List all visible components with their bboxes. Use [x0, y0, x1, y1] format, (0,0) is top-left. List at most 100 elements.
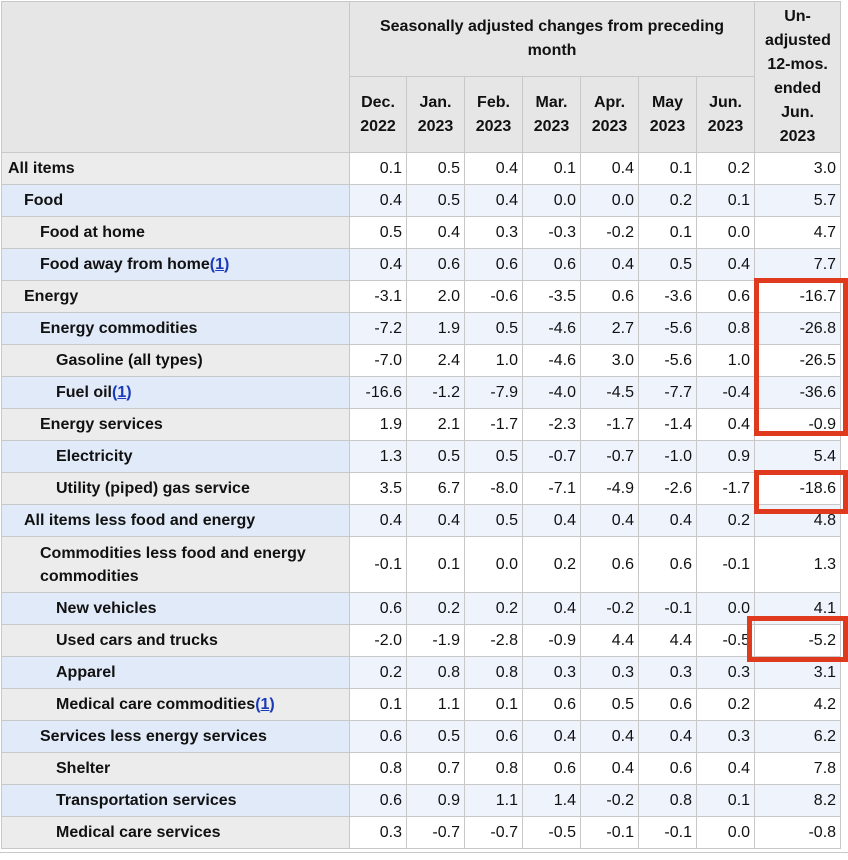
row-label: Services less energy services	[40, 728, 267, 745]
unadjusted-value-cell: -0.9	[754, 408, 842, 441]
row-label: Medical care services	[56, 824, 221, 841]
value-cell: 0.8	[464, 752, 523, 785]
value-cell: 0.0	[695, 592, 756, 625]
value-cell: 0.8	[695, 312, 756, 345]
value-cell: -2.3	[522, 408, 581, 441]
value-cell: -1.4	[638, 408, 697, 441]
value-cell: 4.4	[638, 624, 697, 657]
value-cell: 0.4	[349, 184, 407, 217]
value-cell: -0.1	[638, 592, 697, 625]
value-cell: -3.1	[349, 280, 407, 313]
table-row: Commodities less food and energy commodi…	[1, 536, 842, 593]
row-name-cell: Transportation services	[1, 784, 350, 817]
header-blank-cell	[1, 1, 350, 153]
value-cell: -0.6	[464, 280, 523, 313]
month-header-year: 2023	[707, 117, 744, 135]
value-cell: 0.6	[522, 248, 581, 281]
value-cell: 0.8	[349, 752, 407, 785]
value-cell: 1.0	[695, 344, 756, 377]
row-label: Utility (piped) gas service	[56, 480, 250, 497]
value-cell: -0.2	[580, 784, 639, 817]
value-cell: 0.1	[695, 184, 756, 217]
value-cell: -7.9	[464, 376, 523, 409]
row-label: Transportation services	[56, 792, 237, 809]
value-cell: -7.1	[522, 472, 581, 505]
value-cell: 0.4	[695, 408, 756, 441]
value-cell: 2.0	[406, 280, 465, 313]
value-cell: -0.7	[464, 816, 523, 849]
value-cell: 0.0	[522, 184, 581, 217]
row-label: All items less food and energy	[24, 512, 256, 529]
value-cell: 0.8	[406, 656, 465, 689]
month-header-label: Jun.	[709, 93, 742, 111]
unadjusted-value-cell: 5.7	[754, 184, 842, 217]
value-cell: 0.9	[406, 784, 465, 817]
footnote-link[interactable]: (1)	[112, 384, 132, 401]
footnote-number[interactable]: 1	[215, 256, 225, 273]
value-cell: -0.5	[695, 624, 756, 657]
value-cell: 0.5	[464, 440, 523, 473]
value-cell: -0.1	[349, 536, 407, 593]
row-label: Gasoline (all types)	[56, 352, 203, 369]
value-cell: 0.2	[522, 536, 581, 593]
unadjusted-value-cell: -18.6	[754, 472, 842, 505]
row-label: Energy commodities	[40, 320, 198, 337]
value-cell: 0.1	[638, 216, 697, 249]
value-cell: 0.6	[580, 536, 639, 593]
value-cell: 0.5	[406, 184, 465, 217]
value-cell: -2.0	[349, 624, 407, 657]
footnote-number[interactable]: 1	[117, 384, 127, 401]
row-name-cell: Medical care services	[1, 816, 350, 849]
value-cell: 0.6	[349, 784, 407, 817]
table-row: Transportation services 0.6 0.9 1.1 1.4 -0.2 0…	[1, 784, 842, 817]
row-name-cell: Energy	[1, 280, 350, 313]
value-cell: 0.2	[695, 504, 756, 537]
value-cell: -4.0	[522, 376, 581, 409]
unadjusted-value-cell: 5.4	[754, 440, 842, 473]
footnote-link[interactable]: (1)	[255, 696, 275, 713]
row-label: Food away from home	[40, 256, 210, 273]
value-cell: 0.6	[349, 720, 407, 753]
value-cell: 0.1	[522, 152, 581, 185]
month-header-label: Apr.	[593, 93, 626, 111]
month-header-year: 2023	[533, 117, 570, 135]
unadjusted-value-cell: 7.8	[754, 752, 842, 785]
value-cell: 0.6	[522, 752, 581, 785]
row-name-cell: Apparel	[1, 656, 350, 689]
unadjusted-value-cell: 7.7	[754, 248, 842, 281]
month-header-year: 2023	[475, 117, 512, 135]
row-name-cell: Medical care commodities(1)	[1, 688, 350, 721]
table-row: Food at home 0.5 0.4 0.3 -0.3 -0.2 0.1 0.0 4.7	[1, 216, 842, 249]
value-cell: 0.4	[349, 248, 407, 281]
value-cell: 1.4	[522, 784, 581, 817]
value-cell: 0.3	[580, 656, 639, 689]
value-cell: 0.2	[406, 592, 465, 625]
value-cell: 0.3	[695, 720, 756, 753]
month-header-row: Dec. 2022 Jan. 2023 Feb. 2023 Mar. 2023 Apr. 2023…	[2, 76, 841, 153]
value-cell: 0.0	[580, 184, 639, 217]
row-label: Fuel oil	[56, 384, 112, 401]
row-label: Electricity	[56, 448, 133, 465]
value-cell: 4.4	[580, 624, 639, 657]
row-label: Commodities less food and energy commodi…	[40, 544, 306, 585]
value-cell: -3.6	[638, 280, 697, 313]
value-cell: -1.7	[580, 408, 639, 441]
row-label: Energy	[24, 288, 79, 305]
footnote-link[interactable]: (1)	[209, 256, 230, 273]
table-bottom-edge	[0, 852, 848, 860]
value-cell: 2.1	[406, 408, 465, 441]
value-cell: -0.3	[522, 216, 581, 249]
value-cell: -0.2	[580, 592, 639, 625]
month-header-0: Dec. 2022	[349, 76, 407, 153]
table-row: Services less energy services 0.6 0.5 0.6 0.…	[1, 720, 842, 753]
month-header-2: Feb. 2023	[464, 76, 523, 153]
row-label: Energy services	[40, 416, 163, 433]
unadjusted-value-cell: -36.6	[754, 376, 842, 409]
month-header-5: May 2023	[638, 76, 697, 153]
footnote-number[interactable]: 1	[260, 696, 270, 713]
value-cell: -0.9	[522, 624, 581, 657]
value-cell: -0.1	[580, 816, 639, 849]
row-name-cell: Used cars and trucks	[1, 624, 350, 657]
value-cell: 0.1	[695, 784, 756, 817]
row-label: Food at home	[40, 224, 145, 241]
